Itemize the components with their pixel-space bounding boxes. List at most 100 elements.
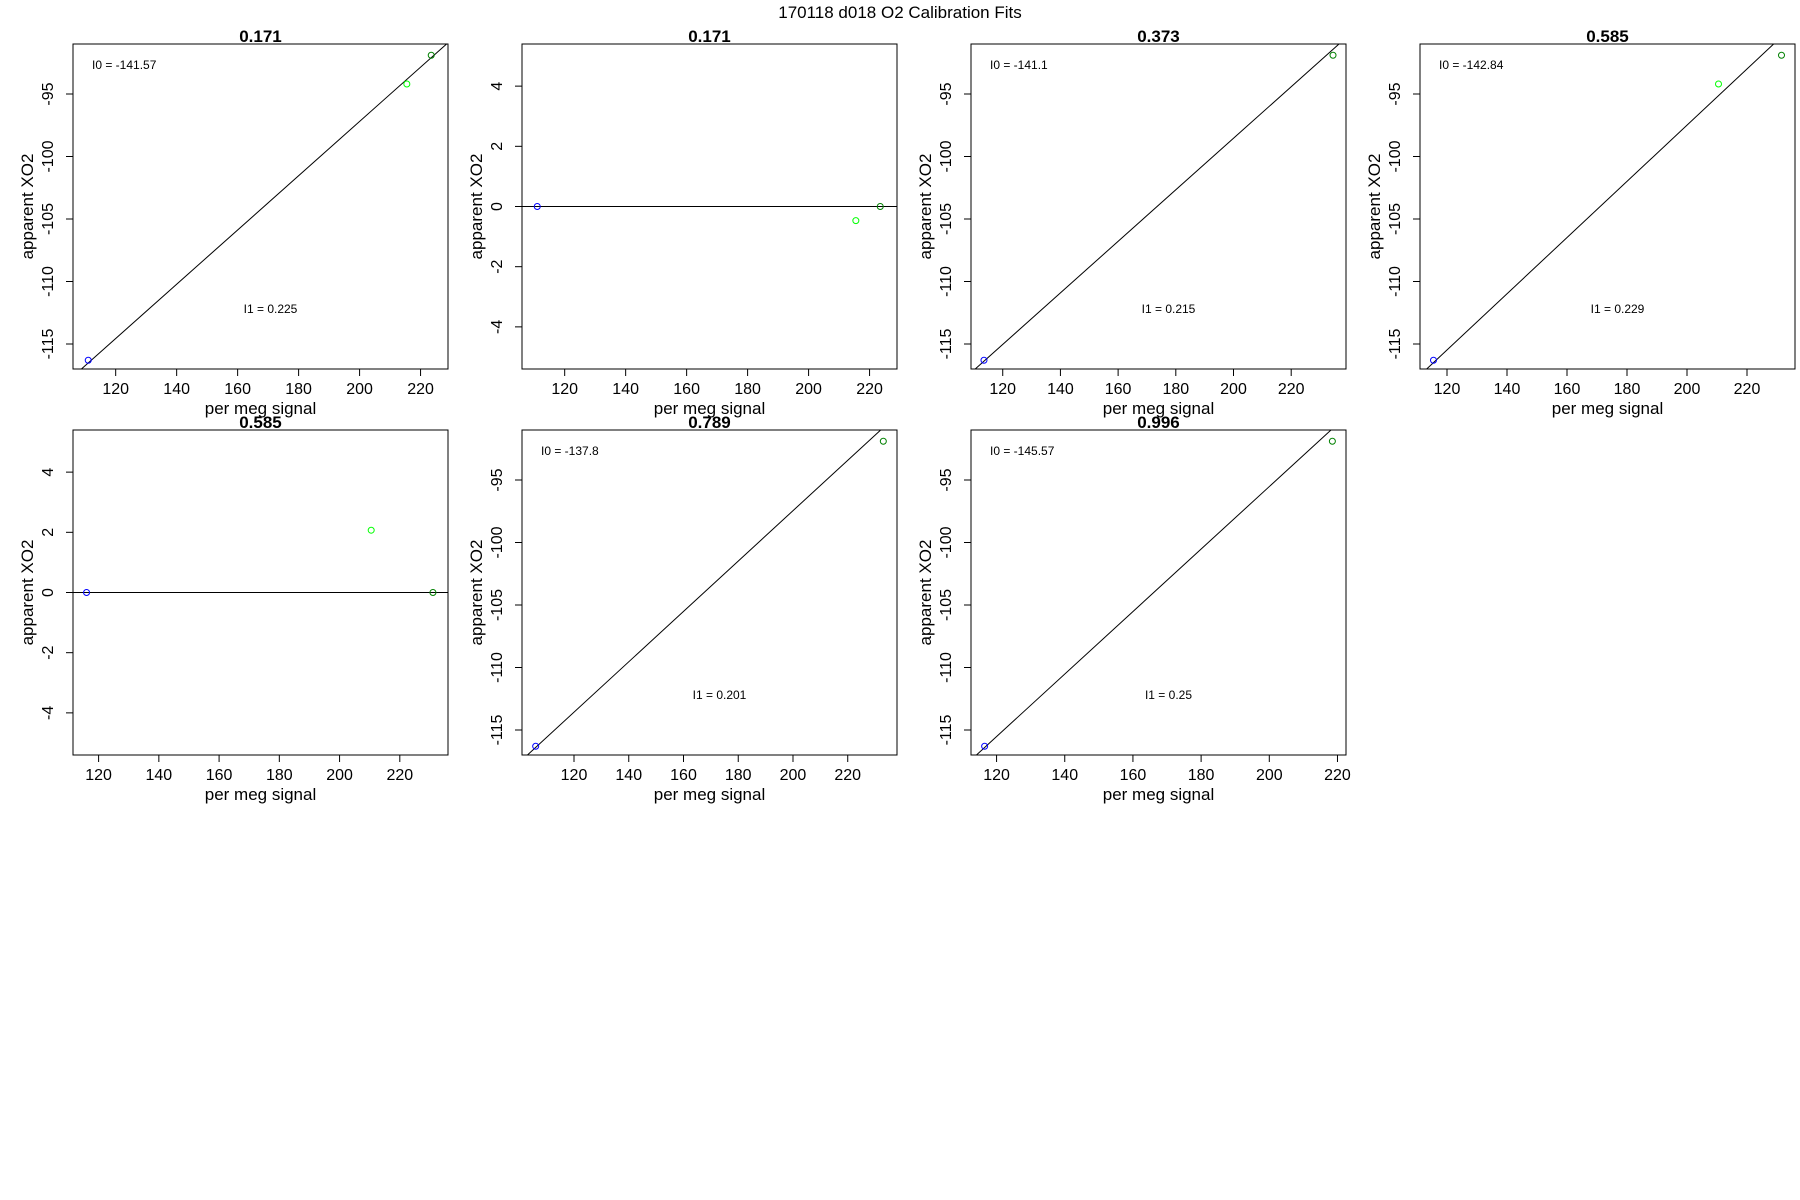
chart-panel-2: 0.171 120 140 160 180 200 220 per meg signal 4 2 0…: [467, 27, 898, 418]
data-point: [83, 589, 91, 596]
y-tick-label: -95: [938, 82, 955, 105]
plot-frame: [1419, 43, 1796, 370]
y-tick-label: -105: [938, 589, 955, 621]
data-point: [981, 742, 989, 750]
x-tick-label: 120: [1434, 381, 1461, 398]
x-tick-label: 220: [386, 767, 413, 784]
fit-annotation: I0 = -145.57: [990, 444, 1055, 458]
data-point: [1329, 51, 1337, 59]
chart-panel-3: 0.373 120 140 160 180 200 220 per meg signal -95…: [916, 27, 1347, 418]
y-axis-label: apparent XO2: [1365, 154, 1384, 260]
figure-title: 170118 d018 O2 Calibration Fits: [778, 3, 1022, 22]
x-tick-label: 220: [1278, 381, 1305, 398]
y-tick-label: -110: [1387, 266, 1404, 297]
x-axis-label: per meg signal: [654, 785, 766, 804]
x-tick-label: 180: [734, 381, 761, 398]
y-axis-label: apparent XO2: [916, 154, 935, 260]
data-point: [429, 589, 437, 596]
y-tick-label: -115: [938, 328, 955, 359]
data-point: [427, 51, 435, 59]
x-tick-label: 120: [983, 767, 1010, 784]
y-tick-label: -100: [489, 526, 506, 558]
x-tick-label: 160: [1105, 381, 1132, 398]
x-tick-label: 140: [1051, 767, 1078, 784]
y-tick-label: -100: [938, 526, 955, 558]
y-axis-label: apparent XO2: [18, 154, 37, 260]
y-tick-label: -2: [489, 259, 506, 273]
x-tick-label: 180: [285, 381, 312, 398]
fit-annotation: I1 = 0.25: [1145, 688, 1192, 702]
x-tick-label: 200: [1674, 381, 1701, 398]
y-tick-label: -105: [489, 589, 506, 621]
x-axis-label: per meg signal: [205, 399, 317, 418]
panel-title: 0.585: [239, 413, 282, 432]
data-point: [1778, 51, 1785, 59]
x-tick-label: 140: [163, 381, 190, 398]
x-tick-label: 120: [989, 381, 1016, 398]
panel-title: 0.171: [688, 27, 731, 46]
x-tick-label: 200: [346, 381, 373, 398]
x-tick-label: 160: [1554, 381, 1581, 398]
data-point: [1715, 80, 1722, 88]
y-tick-label: -100: [938, 140, 955, 172]
y-tick-label: 2: [489, 142, 506, 151]
panel-title: 0.171: [239, 27, 282, 46]
x-tick-label: 220: [407, 381, 434, 398]
x-tick-label: 180: [1614, 381, 1641, 398]
x-tick-label: 120: [561, 767, 588, 784]
x-tick-label: 160: [673, 381, 700, 398]
y-axis-label: apparent XO2: [18, 540, 37, 646]
data-point: [980, 356, 988, 364]
fit-line: [526, 430, 882, 755]
panel-title: 0.789: [688, 413, 731, 432]
y-tick-label: -95: [938, 468, 955, 491]
data-point: [367, 526, 375, 534]
x-axis-label: per meg signal: [205, 785, 317, 804]
plot-frame: [970, 43, 1347, 370]
y-axis-label: apparent XO2: [467, 540, 486, 646]
x-axis-label: per meg signal: [1103, 399, 1215, 418]
x-tick-label: 120: [102, 381, 129, 398]
panel-title: 0.373: [1137, 27, 1180, 46]
y-tick-label: -115: [1387, 328, 1404, 359]
fit-line: [975, 430, 1332, 755]
fit-annotation: I0 = -137.8: [541, 444, 599, 458]
fit-line: [80, 44, 448, 369]
x-tick-label: 200: [1256, 767, 1283, 784]
y-axis-label: apparent XO2: [467, 154, 486, 260]
x-tick-label: 160: [206, 767, 233, 784]
fit-annotation: I0 = -141.57: [92, 58, 157, 72]
panel-title: 0.996: [1137, 413, 1180, 432]
y-tick-label: 0: [40, 588, 57, 597]
data-point: [1328, 437, 1336, 445]
y-tick-label: -110: [40, 266, 57, 297]
x-tick-label: 140: [612, 381, 639, 398]
x-axis-label: per meg signal: [654, 399, 766, 418]
y-tick-label: -4: [40, 706, 57, 720]
y-tick-label: -105: [40, 203, 57, 235]
x-tick-label: 140: [145, 767, 172, 784]
x-axis-label: per meg signal: [1103, 785, 1215, 804]
x-tick-label: 140: [615, 767, 642, 784]
y-tick-label: -115: [489, 714, 506, 745]
x-axis-label: per meg signal: [1552, 399, 1664, 418]
y-tick-label: -95: [1387, 82, 1404, 105]
x-tick-label: 160: [670, 767, 697, 784]
y-tick-label: -105: [938, 203, 955, 235]
x-tick-label: 200: [1220, 381, 1247, 398]
y-tick-label: -4: [489, 320, 506, 334]
data-point: [1430, 356, 1437, 364]
x-tick-label: 220: [1324, 767, 1351, 784]
y-tick-label: -110: [938, 652, 955, 683]
chart-panel-7: 0.996 120 140 160 180 200 220 per meg signal -95…: [916, 413, 1351, 804]
y-tick-label: -95: [40, 82, 57, 105]
x-tick-label: 200: [326, 767, 353, 784]
chart-panel-5: 0.585 120 140 160 180 200 220 per meg signal 4 2 0…: [18, 413, 449, 804]
chart-panel-6: 0.789 120 140 160 180 200 220 per meg signal -95…: [467, 413, 898, 804]
y-tick-label: 2: [40, 528, 57, 537]
x-tick-label: 220: [1734, 381, 1761, 398]
x-tick-label: 200: [780, 767, 807, 784]
y-tick-label: -100: [1387, 140, 1404, 172]
